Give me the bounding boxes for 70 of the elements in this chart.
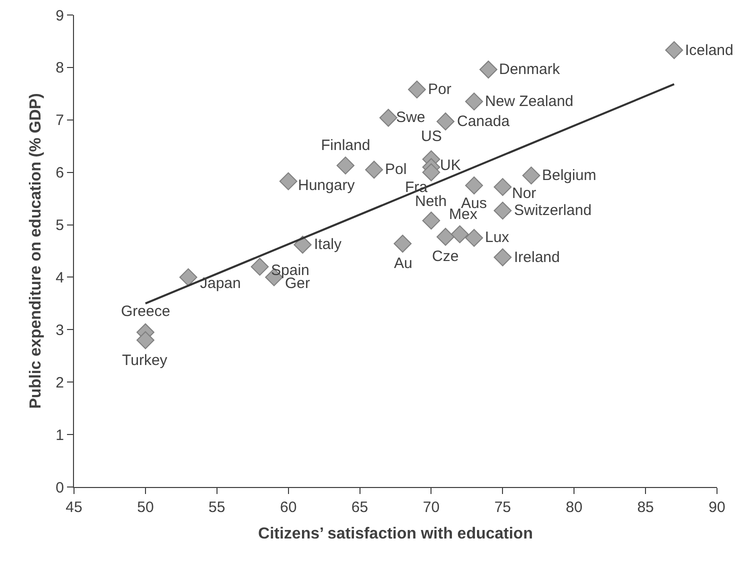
- point: [294, 236, 312, 254]
- annotation: Pol: [385, 161, 407, 178]
- point: [450, 225, 469, 244]
- point: [436, 228, 454, 246]
- x-tick-label: 85: [637, 499, 654, 516]
- y-tick-label: 5: [56, 217, 64, 234]
- x-tick-label: 45: [66, 499, 82, 516]
- annotation: UK: [440, 157, 461, 174]
- annotation: Italy: [314, 236, 342, 253]
- y-tick-label: 2: [56, 374, 64, 392]
- y-tick-label: 1: [56, 426, 64, 444]
- point: [465, 92, 484, 110]
- annotation: Lux: [485, 229, 510, 246]
- y-tick-label: 4: [56, 269, 64, 286]
- point: [479, 60, 498, 78]
- point: [179, 268, 198, 286]
- x-tick-label: 50: [137, 499, 154, 516]
- annotation: Canada: [457, 113, 510, 130]
- annotation: Hungary: [298, 177, 356, 194]
- annotation: Greece: [121, 303, 170, 320]
- x-tick-label: 55: [208, 499, 226, 516]
- y-tick-label: 8: [56, 60, 64, 77]
- annotation: Denmark: [499, 61, 560, 78]
- x-tick-label: 75: [494, 499, 512, 516]
- x-tick-label: 65: [351, 499, 368, 516]
- annotation: Iceland: [685, 42, 734, 59]
- y-tick-label: 3: [56, 322, 64, 339]
- annotation: Neth: [415, 193, 447, 210]
- x-tick-label: 90: [708, 499, 726, 516]
- annotation: Turkey: [122, 352, 168, 369]
- point: [336, 156, 354, 174]
- annotation: Belgium: [542, 167, 596, 184]
- point: [136, 331, 154, 350]
- x-tick-label: 80: [566, 499, 582, 516]
- annotation: New Zealand: [485, 93, 574, 110]
- annotation: Swe: [396, 109, 426, 126]
- point: [436, 112, 454, 130]
- annotation: Nor: [512, 185, 536, 202]
- x-axis-title: Citizens’ satisfaction with education: [258, 526, 533, 543]
- annotation: Finland: [321, 137, 370, 154]
- point: [422, 212, 440, 230]
- point: [665, 41, 684, 60]
- y-axis-title: Public expenditure on education (% GDP): [28, 93, 45, 409]
- point: [494, 178, 512, 196]
- x-tick-label: 70: [422, 499, 440, 516]
- point: [408, 80, 426, 98]
- point: [394, 234, 412, 253]
- point: [279, 172, 298, 190]
- y-tick-label: 6: [56, 164, 64, 182]
- annotation: Aus: [461, 195, 487, 212]
- point: [522, 166, 540, 184]
- annotation: Japan: [200, 275, 241, 292]
- point: [365, 160, 384, 179]
- annotation: Por: [428, 81, 452, 98]
- point: [465, 228, 484, 247]
- point: [250, 258, 269, 276]
- point: [494, 202, 512, 220]
- point: [465, 176, 484, 194]
- annotation: Au: [394, 255, 412, 272]
- annotation: US: [421, 128, 442, 145]
- annotation: Ireland: [514, 249, 560, 266]
- annotation: Switzerland: [514, 202, 592, 219]
- point: [379, 108, 398, 127]
- y-tick-label: 9: [56, 7, 64, 24]
- y-tick-label: 0: [56, 479, 64, 496]
- y-tick-label: 7: [56, 112, 64, 130]
- x-tick-label: 60: [280, 499, 297, 516]
- annotation: Cze: [432, 248, 459, 265]
- point: [422, 163, 440, 182]
- point: [494, 248, 512, 266]
